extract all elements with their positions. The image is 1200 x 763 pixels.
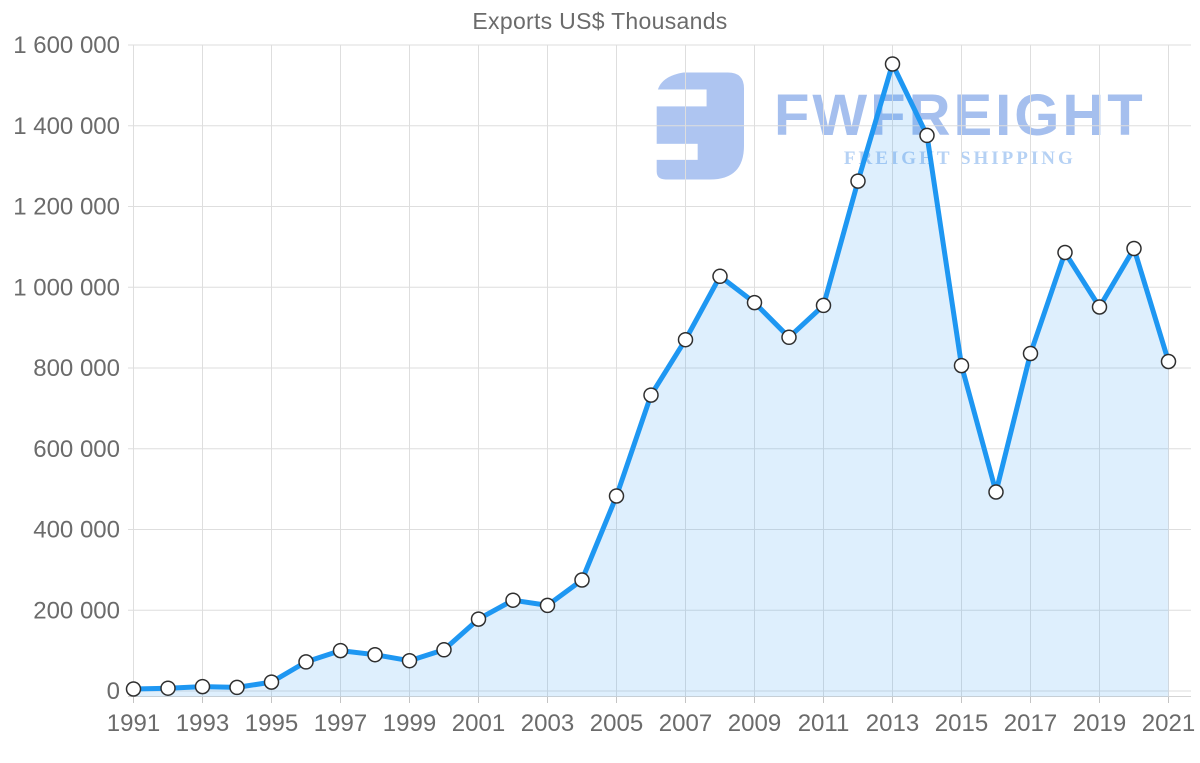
y-axis-label: 800 000 [33,355,120,382]
y-axis-label: 600 000 [33,436,120,463]
x-axis-label: 2005 [590,710,643,737]
chart-title: Exports US$ Thousands [472,8,728,34]
y-axis-label: 400 000 [33,517,120,544]
x-axis-label: 2019 [1073,710,1126,737]
x-axis-label: 2001 [452,710,505,737]
y-axis-label: 1 000 000 [13,274,120,301]
y-axis-label: 200 000 [33,597,120,624]
x-axis-label: 2007 [659,710,712,737]
x-axis-label: 2017 [1004,710,1057,737]
x-axis-label: 2009 [728,710,781,737]
x-axis-label: 2021 [1142,710,1195,737]
x-axis-label: 1995 [245,710,298,737]
x-axis-label: 2003 [521,710,574,737]
y-axis-label: 1 200 000 [13,194,120,221]
x-axis-label: 1991 [107,710,160,737]
y-axis-label: 1 600 000 [13,32,120,59]
x-axis-label: 2015 [935,710,988,737]
x-axis-label: 1993 [176,710,229,737]
x-axis-label: 1997 [314,710,367,737]
x-axis-label: 2013 [866,710,919,737]
y-axis-label: 1 400 000 [13,113,120,140]
y-axis-label: 0 [107,678,120,705]
x-axis-label: 1999 [383,710,436,737]
x-axis-label: 2011 [798,710,850,737]
